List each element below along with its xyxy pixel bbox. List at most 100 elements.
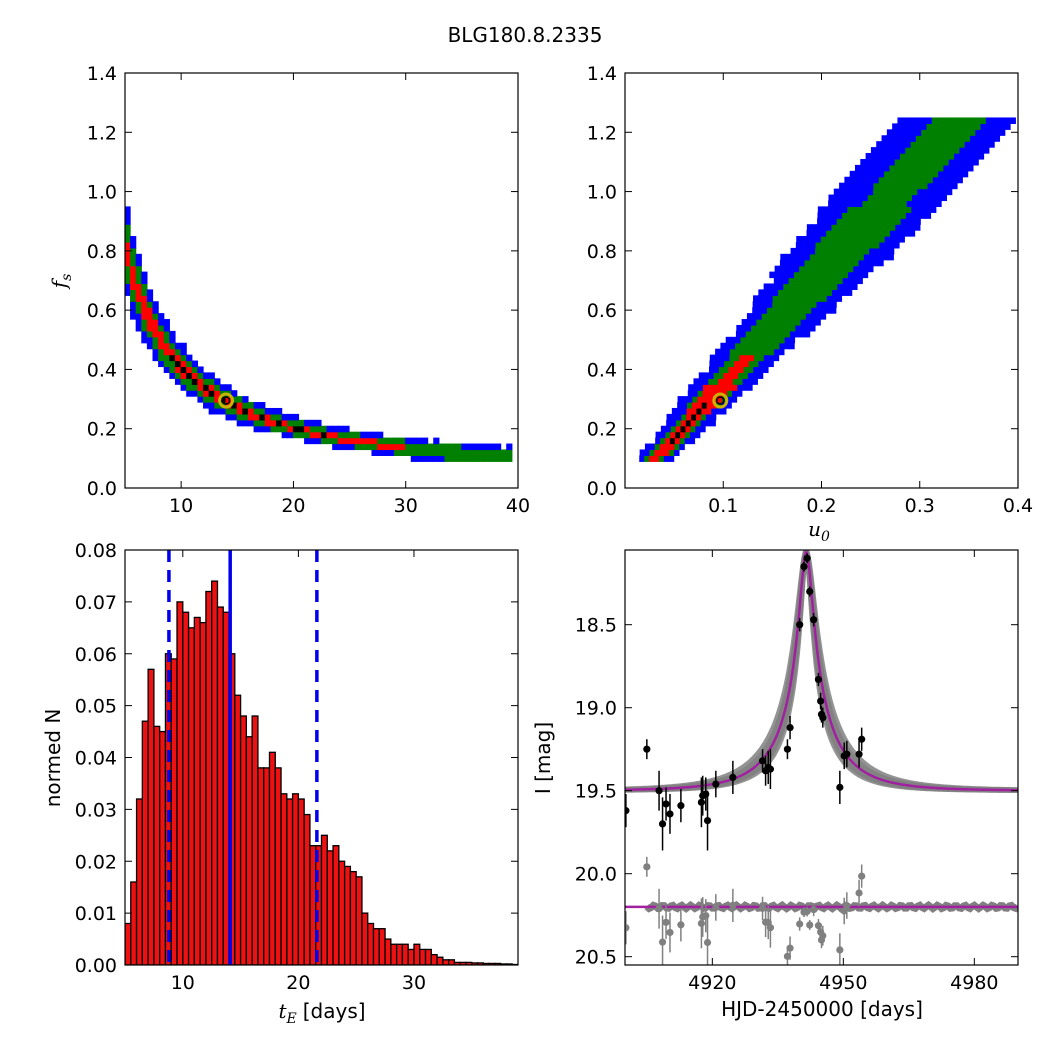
density-cell bbox=[421, 443, 429, 451]
density-cell bbox=[421, 455, 429, 462]
density-cell bbox=[805, 319, 811, 326]
density-cell bbox=[219, 384, 227, 391]
density-cell bbox=[805, 324, 811, 332]
density-cell bbox=[771, 319, 777, 326]
plot-area bbox=[125, 550, 518, 965]
histogram-bar bbox=[291, 793, 300, 965]
density-cell bbox=[500, 455, 507, 462]
density-cell bbox=[865, 230, 871, 237]
density-cell bbox=[801, 236, 807, 243]
density-cell bbox=[655, 437, 661, 445]
density-cell bbox=[745, 336, 751, 344]
density-cell bbox=[455, 449, 462, 456]
density-cell bbox=[857, 194, 864, 202]
density-cell bbox=[870, 153, 877, 160]
density-cell bbox=[780, 253, 786, 261]
data-point bbox=[819, 714, 827, 722]
density-cell bbox=[885, 153, 891, 160]
density-cell bbox=[854, 176, 860, 184]
density-cell bbox=[885, 218, 892, 225]
density-cell bbox=[728, 366, 735, 373]
density-cell bbox=[915, 135, 922, 142]
density-cell bbox=[922, 176, 929, 184]
density-cell bbox=[806, 307, 812, 314]
density-cell bbox=[901, 129, 908, 136]
density-cell bbox=[421, 449, 429, 456]
density-cell bbox=[416, 455, 423, 462]
density-cell bbox=[914, 158, 920, 166]
data-point bbox=[758, 757, 767, 765]
data-point bbox=[712, 780, 720, 788]
data-point bbox=[803, 554, 811, 562]
density-cell bbox=[203, 390, 210, 397]
density-cell bbox=[894, 230, 901, 237]
density-cell bbox=[264, 407, 272, 415]
density-cell bbox=[877, 188, 884, 196]
density-cell bbox=[940, 129, 947, 136]
density-cell bbox=[873, 253, 880, 261]
density-cell bbox=[994, 129, 1001, 136]
density-cell bbox=[780, 330, 786, 338]
density-cell bbox=[708, 378, 714, 385]
density-cell bbox=[814, 253, 821, 261]
density-cell bbox=[309, 437, 316, 445]
axes-frame bbox=[624, 549, 1019, 966]
density-cell bbox=[925, 141, 931, 148]
panel-fs-vs-u0: 0.1 0.2 0.3 0.40.00.20.40.60.81.01.21.4 bbox=[587, 63, 1033, 517]
density-cell bbox=[891, 206, 898, 213]
density-cell bbox=[771, 307, 778, 314]
density-cell bbox=[796, 301, 803, 308]
density-cell bbox=[489, 443, 496, 451]
density-cell bbox=[902, 194, 908, 202]
density-cell bbox=[309, 425, 316, 433]
density-cell bbox=[691, 413, 697, 421]
density-cell bbox=[203, 384, 210, 391]
density-cell bbox=[933, 164, 940, 172]
density-cell bbox=[931, 194, 938, 202]
density-cell bbox=[824, 247, 831, 255]
density-cell bbox=[733, 372, 739, 379]
density-cell bbox=[146, 289, 154, 296]
density-cell bbox=[735, 330, 742, 338]
density-cell bbox=[839, 253, 845, 261]
density-cell bbox=[759, 342, 766, 350]
density-cell bbox=[878, 259, 884, 267]
density-cell bbox=[838, 259, 845, 267]
density-cell bbox=[869, 164, 876, 172]
density-cell bbox=[135, 277, 142, 285]
density-cell bbox=[755, 330, 762, 338]
density-cell bbox=[141, 330, 148, 338]
density-cell bbox=[807, 289, 813, 296]
y-tick-label: 0.0 bbox=[87, 478, 117, 500]
density-cell bbox=[759, 348, 765, 356]
density-cell bbox=[860, 230, 867, 237]
density-cell bbox=[141, 307, 148, 314]
density-cell bbox=[953, 164, 959, 172]
density-cell bbox=[158, 348, 165, 356]
density-cell bbox=[830, 241, 836, 249]
density-cell bbox=[152, 319, 159, 326]
density-cell bbox=[169, 360, 176, 368]
density-cell bbox=[861, 212, 868, 219]
density-cell bbox=[191, 378, 199, 385]
density-cell bbox=[694, 431, 701, 439]
density-cell bbox=[874, 241, 880, 249]
density-cell bbox=[975, 123, 982, 130]
density-cell bbox=[770, 324, 777, 332]
density-cell bbox=[276, 413, 283, 421]
density-cell bbox=[962, 170, 969, 178]
y-tick-label: 0.0 bbox=[587, 478, 617, 500]
density-cell bbox=[927, 188, 933, 196]
density-cell bbox=[783, 277, 790, 285]
density-cell bbox=[685, 431, 691, 439]
density-cell bbox=[877, 200, 883, 207]
density-cell bbox=[950, 135, 956, 142]
density-cell bbox=[779, 259, 786, 267]
density-cell bbox=[760, 330, 766, 338]
density-cell bbox=[860, 158, 866, 166]
density-cell bbox=[926, 194, 933, 202]
density-cell bbox=[855, 164, 861, 172]
histogram-bar bbox=[320, 834, 328, 965]
density-cell bbox=[953, 158, 960, 166]
density-cell bbox=[836, 218, 843, 225]
